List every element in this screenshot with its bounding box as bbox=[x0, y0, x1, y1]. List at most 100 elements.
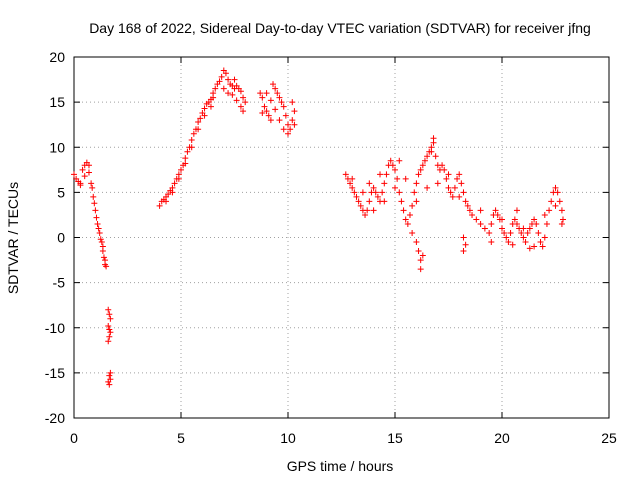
data-point bbox=[233, 97, 240, 104]
data-point bbox=[473, 216, 480, 223]
data-point bbox=[548, 198, 555, 205]
data-point bbox=[394, 175, 401, 182]
data-point bbox=[285, 121, 291, 128]
data-point bbox=[91, 200, 98, 207]
data-point bbox=[454, 175, 461, 182]
data-point bbox=[263, 90, 270, 97]
data-point bbox=[406, 211, 413, 218]
data-point bbox=[106, 381, 113, 388]
data-point bbox=[218, 73, 225, 80]
data-point bbox=[400, 207, 407, 214]
data-point bbox=[524, 229, 531, 236]
data-point bbox=[188, 137, 195, 144]
data-point bbox=[99, 243, 106, 250]
data-point bbox=[558, 207, 565, 214]
data-point bbox=[175, 175, 182, 182]
data-point bbox=[464, 202, 471, 209]
data-point bbox=[349, 175, 356, 182]
data-point bbox=[231, 76, 238, 83]
data-point bbox=[402, 216, 409, 223]
data-point bbox=[449, 193, 456, 200]
data-point bbox=[513, 207, 520, 214]
y-axis-label: SDTVAR / TECUs bbox=[5, 182, 21, 294]
data-point bbox=[282, 112, 289, 119]
data-point bbox=[413, 198, 420, 205]
y-tick-label: 20 bbox=[49, 49, 65, 65]
data-point bbox=[291, 121, 298, 128]
data-point bbox=[509, 241, 516, 248]
data-point bbox=[210, 90, 217, 97]
data-point bbox=[477, 207, 484, 214]
data-point bbox=[462, 241, 469, 248]
data-point bbox=[105, 306, 112, 313]
data-point bbox=[89, 184, 96, 191]
data-point bbox=[100, 254, 107, 261]
data-point bbox=[347, 180, 354, 187]
data-point bbox=[469, 211, 476, 218]
data-point bbox=[477, 220, 484, 227]
data-point bbox=[370, 184, 377, 191]
data-point bbox=[265, 112, 272, 119]
data-point bbox=[98, 239, 105, 246]
data-point bbox=[353, 193, 360, 200]
data-point bbox=[237, 103, 244, 110]
data-point bbox=[415, 248, 422, 255]
data-point bbox=[184, 148, 191, 155]
data-point bbox=[413, 180, 420, 187]
x-axis-label: GPS time / hours bbox=[287, 458, 394, 474]
data-point bbox=[539, 243, 546, 250]
data-point bbox=[272, 85, 279, 92]
y-tick-label: -5 bbox=[53, 275, 66, 291]
y-tick-label: -15 bbox=[45, 365, 65, 381]
data-point bbox=[225, 76, 232, 83]
data-point bbox=[107, 369, 114, 376]
data-point bbox=[511, 216, 518, 223]
x-tick-label: 5 bbox=[177, 430, 185, 446]
data-point bbox=[364, 207, 371, 214]
data-point bbox=[272, 106, 279, 113]
data-point bbox=[96, 229, 103, 236]
data-point bbox=[520, 234, 527, 241]
data-point bbox=[456, 171, 463, 178]
data-point bbox=[201, 105, 208, 112]
data-point bbox=[107, 315, 114, 322]
data-point bbox=[77, 182, 84, 189]
data-point bbox=[97, 236, 104, 243]
data-point bbox=[486, 229, 493, 236]
data-point bbox=[404, 220, 411, 227]
data-point bbox=[178, 166, 184, 173]
data-point bbox=[505, 239, 512, 246]
data-point bbox=[291, 108, 298, 115]
data-point bbox=[106, 311, 113, 318]
y-tick-label: -10 bbox=[45, 320, 65, 336]
data-point bbox=[541, 211, 548, 218]
data-point bbox=[488, 239, 495, 246]
data-point bbox=[240, 108, 247, 115]
data-point bbox=[93, 214, 100, 221]
data-point bbox=[222, 70, 229, 77]
data-point bbox=[494, 211, 501, 218]
data-point bbox=[165, 191, 172, 198]
x-tick-label: 0 bbox=[70, 430, 78, 446]
data-point bbox=[409, 202, 416, 209]
data-point bbox=[342, 171, 349, 178]
data-point bbox=[533, 220, 540, 227]
y-tick-label: 5 bbox=[57, 184, 65, 200]
data-point bbox=[460, 248, 467, 255]
data-point bbox=[492, 207, 499, 214]
data-point bbox=[103, 263, 110, 270]
data-point bbox=[499, 216, 505, 223]
data-point bbox=[488, 220, 495, 227]
data-point bbox=[402, 175, 409, 182]
data-point bbox=[409, 229, 416, 236]
data-point bbox=[280, 126, 287, 133]
data-point bbox=[451, 184, 458, 191]
data-point bbox=[396, 157, 403, 164]
data-point bbox=[357, 202, 364, 209]
data-point bbox=[513, 220, 520, 227]
x-tick-label: 10 bbox=[280, 430, 296, 446]
data-point bbox=[458, 180, 465, 187]
data-point bbox=[428, 148, 435, 155]
data-point bbox=[171, 180, 178, 187]
